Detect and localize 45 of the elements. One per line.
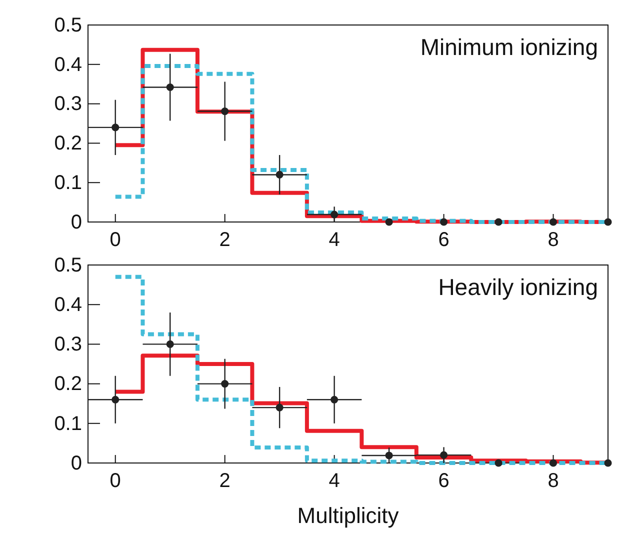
y-tick-label: 0.5 xyxy=(54,14,82,36)
point xyxy=(604,459,612,467)
y-tick-label: 0.1 xyxy=(54,412,82,435)
point xyxy=(166,340,174,348)
y-tick-label: 0.5 xyxy=(54,254,82,276)
y-tick-label: 0.3 xyxy=(54,334,82,356)
y-tick-label: 0.4 xyxy=(54,294,82,316)
x-tick-label: 0 xyxy=(110,470,121,492)
point xyxy=(385,452,393,460)
y-tick-label: 0.2 xyxy=(54,132,82,155)
x-tick-label: 4 xyxy=(328,229,340,252)
y-tick-label: 0 xyxy=(70,452,82,474)
annotation: Heavily ionizing xyxy=(438,274,598,300)
annotation: Minimum ionizing xyxy=(420,34,598,60)
point xyxy=(440,451,448,459)
point xyxy=(330,396,338,404)
point xyxy=(276,170,284,178)
point xyxy=(112,124,120,132)
x-tick-label: 4 xyxy=(328,470,340,492)
point xyxy=(112,396,120,404)
point xyxy=(385,218,393,226)
x-tick-label: 0 xyxy=(110,229,121,252)
point xyxy=(330,210,338,218)
x-tick-label: 8 xyxy=(548,470,559,492)
x-tick-label: 2 xyxy=(219,229,230,252)
x-tick-label: 2 xyxy=(219,470,230,492)
x-tick-label: 6 xyxy=(438,229,450,252)
point xyxy=(549,459,558,467)
point xyxy=(221,108,229,116)
point xyxy=(549,218,558,226)
x-tick-label: 6 xyxy=(438,470,450,492)
y-tick-label: 0.3 xyxy=(54,93,82,116)
y-tick-label: 0.1 xyxy=(54,172,82,194)
point xyxy=(276,404,284,412)
point xyxy=(166,83,174,92)
point xyxy=(604,218,612,226)
y-tick-label: 0 xyxy=(70,211,82,234)
x-axis-title: Multiplicity xyxy=(297,503,399,528)
y-tick-label: 0.2 xyxy=(54,373,82,396)
point xyxy=(494,218,502,226)
point xyxy=(440,218,448,226)
x-tick-label: 8 xyxy=(548,229,559,252)
point xyxy=(221,380,229,388)
y-tick-label: 0.4 xyxy=(54,54,82,76)
point xyxy=(494,459,502,467)
